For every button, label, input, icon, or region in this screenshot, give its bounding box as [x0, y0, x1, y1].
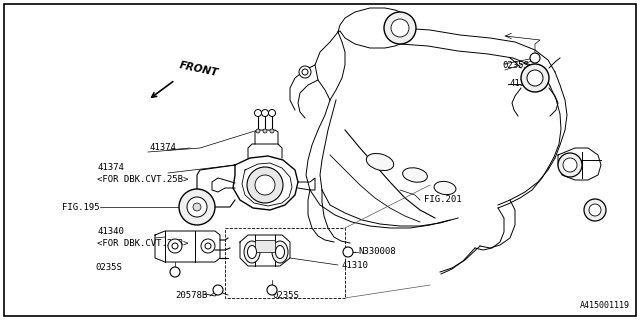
Ellipse shape [434, 181, 456, 195]
Text: FIG.195: FIG.195 [62, 203, 100, 212]
Text: FRONT: FRONT [178, 60, 219, 78]
Ellipse shape [272, 241, 288, 263]
Ellipse shape [244, 241, 260, 263]
Bar [255, 240, 275, 252]
Text: 41340: 41340 [97, 228, 124, 236]
Circle shape [302, 69, 308, 75]
Ellipse shape [403, 168, 428, 182]
Circle shape [187, 197, 207, 217]
Circle shape [247, 167, 283, 203]
Text: 0235S: 0235S [502, 60, 529, 69]
Circle shape [391, 19, 409, 37]
Circle shape [530, 53, 540, 63]
Circle shape [270, 129, 274, 133]
Bar [225, 228, 345, 298]
Ellipse shape [275, 245, 285, 259]
Text: <FOR DBK.CVT.25B>: <FOR DBK.CVT.25B> [97, 238, 188, 247]
Circle shape [563, 158, 577, 172]
Ellipse shape [366, 154, 394, 171]
Text: A415001119: A415001119 [580, 301, 630, 310]
Circle shape [267, 285, 277, 295]
Circle shape [521, 64, 549, 92]
Text: <FOR DBK.CVT.25B>: <FOR DBK.CVT.25B> [97, 174, 188, 183]
Circle shape [179, 189, 215, 225]
Circle shape [527, 70, 543, 86]
Circle shape [269, 109, 275, 116]
Circle shape [213, 285, 223, 295]
Circle shape [299, 66, 311, 78]
Circle shape [384, 12, 416, 44]
Text: 41310: 41310 [342, 261, 369, 270]
Circle shape [558, 153, 582, 177]
Text: 41326A: 41326A [510, 79, 542, 89]
Circle shape [255, 109, 262, 116]
Ellipse shape [248, 245, 257, 259]
Circle shape [255, 175, 275, 195]
Circle shape [170, 267, 180, 277]
Text: FIG.201: FIG.201 [424, 196, 461, 204]
Text: 20578B: 20578B [175, 291, 207, 300]
Circle shape [193, 203, 201, 211]
Text: 41374: 41374 [150, 143, 177, 153]
Circle shape [343, 247, 353, 257]
Circle shape [584, 199, 606, 221]
Circle shape [205, 243, 211, 249]
Text: N330008: N330008 [358, 246, 396, 255]
Text: 0235S: 0235S [95, 263, 122, 273]
Text: 0235S: 0235S [272, 291, 299, 300]
Circle shape [256, 129, 260, 133]
Circle shape [168, 239, 182, 253]
Text: 41374: 41374 [97, 164, 124, 172]
Circle shape [589, 204, 601, 216]
Circle shape [172, 243, 178, 249]
Circle shape [262, 109, 269, 116]
Circle shape [263, 129, 267, 133]
Circle shape [201, 239, 215, 253]
